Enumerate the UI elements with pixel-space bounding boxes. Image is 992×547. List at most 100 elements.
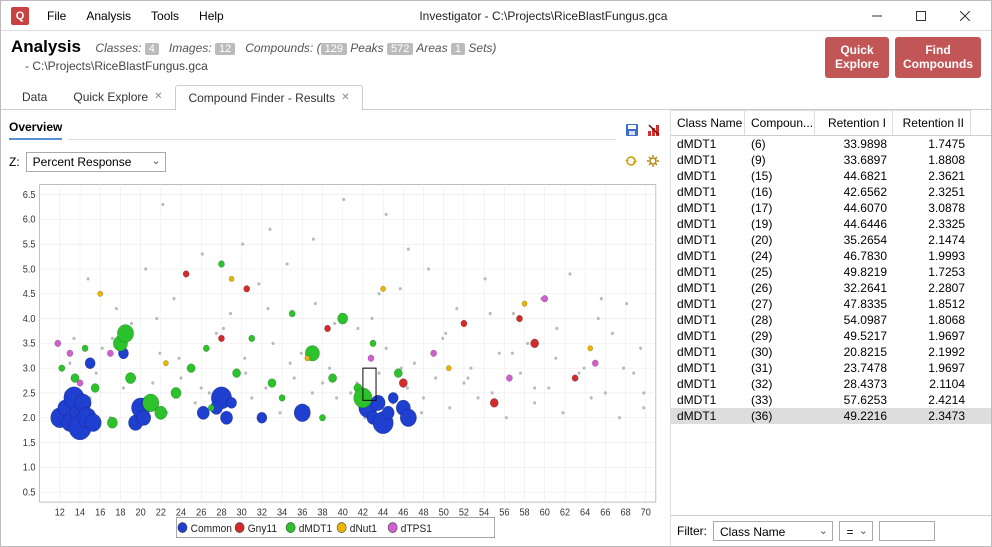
table-row[interactable]: dMDT1(15)44.68212.3621 [671, 168, 991, 184]
table-cell: 44.6821 [815, 168, 893, 184]
table-row[interactable]: dMDT1(32)28.43732.1104 [671, 376, 991, 392]
table-row[interactable]: dMDT1(16)42.65622.3251 [671, 184, 991, 200]
table-cell: (27) [745, 296, 815, 312]
table-cell: 1.9993 [893, 248, 971, 264]
svg-text:1.5: 1.5 [23, 437, 36, 448]
maximize-button[interactable] [899, 1, 943, 30]
table-cell: dMDT1 [671, 184, 745, 200]
table-cell: dMDT1 [671, 280, 745, 296]
table-row[interactable]: dMDT1(9)33.68971.8808 [671, 152, 991, 168]
z-axis-select[interactable]: Percent Response [26, 152, 166, 172]
menu-help[interactable]: Help [191, 5, 232, 27]
table-row[interactable]: dMDT1(24)46.78301.9993 [671, 248, 991, 264]
refresh-icon[interactable] [624, 154, 640, 170]
quick-explore-button[interactable]: Quick Explore [825, 37, 889, 78]
table-cell: (29) [745, 328, 815, 344]
table-row[interactable]: dMDT1(20)35.26542.1474 [671, 232, 991, 248]
table-body[interactable]: dMDT1(6)33.98981.7475dMDT1(9)33.68971.88… [671, 136, 991, 515]
close-icon[interactable]: ✕ [341, 92, 349, 103]
svg-text:6.5: 6.5 [23, 189, 36, 200]
svg-text:3.0: 3.0 [23, 363, 36, 374]
table-row[interactable]: dMDT1(30)20.82152.1992 [671, 344, 991, 360]
svg-text:56: 56 [499, 507, 509, 518]
filter-value-input[interactable] [879, 521, 935, 541]
table-row[interactable]: dMDT1(29)49.52171.9697 [671, 328, 991, 344]
filter-op-select[interactable]: = [839, 521, 873, 541]
svg-text:48: 48 [418, 507, 428, 518]
svg-text:4.5: 4.5 [23, 289, 36, 300]
table-cell: 2.1474 [893, 232, 971, 248]
svg-text:42: 42 [358, 507, 368, 518]
table-cell: (25) [745, 264, 815, 280]
table-cell: (36) [745, 408, 815, 424]
table-row[interactable]: dMDT1(17)44.60703.0878 [671, 200, 991, 216]
table-cell: 3.0878 [893, 200, 971, 216]
menu-analysis[interactable]: Analysis [78, 5, 139, 27]
table-cell: dMDT1 [671, 296, 745, 312]
table-row[interactable]: dMDT1(26)32.26412.2807 [671, 280, 991, 296]
svg-text:64: 64 [580, 507, 591, 518]
table-cell: 46.7830 [815, 248, 893, 264]
svg-text:70: 70 [641, 507, 651, 518]
minimize-button[interactable] [855, 1, 899, 30]
svg-text:24: 24 [176, 507, 187, 518]
table-row[interactable]: dMDT1(33)57.62532.4214 [671, 392, 991, 408]
svg-text:34: 34 [277, 507, 288, 518]
svg-text:30: 30 [237, 507, 247, 518]
table-cell: 20.8215 [815, 344, 893, 360]
table-cell: dMDT1 [671, 248, 745, 264]
filter-field-select[interactable]: Class Name [713, 521, 833, 541]
th-retention1[interactable]: Retention I [815, 110, 893, 135]
table-cell: (9) [745, 152, 815, 168]
table-cell: 1.7475 [893, 136, 971, 152]
svg-text:1.0: 1.0 [23, 462, 36, 473]
table-cell: 49.8219 [815, 264, 893, 280]
overview-tab[interactable]: Overview [9, 120, 62, 140]
right-pane: Class Name Compoun... Retention I Retent… [671, 110, 991, 546]
table-cell: (17) [745, 200, 815, 216]
table-row[interactable]: dMDT1(27)47.83351.8512 [671, 296, 991, 312]
tab-quick-explore[interactable]: Quick Explore✕ [60, 84, 175, 109]
save-icon[interactable] [624, 122, 640, 138]
menu-tools[interactable]: Tools [143, 5, 187, 27]
th-compound[interactable]: Compoun... [745, 110, 815, 135]
table-cell: dMDT1 [671, 232, 745, 248]
close-icon[interactable]: ✕ [154, 91, 162, 102]
table-cell: 32.2641 [815, 280, 893, 296]
tab-compound-finder-results[interactable]: Compound Finder - Results✕ [175, 85, 362, 110]
peaks-count: 572 [387, 43, 413, 55]
meta-areas-label: Areas [416, 41, 447, 55]
th-retention2[interactable]: Retention II [893, 110, 971, 135]
window-title: Investigator - C:\Projects\RiceBlastFung… [232, 9, 855, 23]
tab-data[interactable]: Data [9, 84, 60, 109]
menu-file[interactable]: File [39, 5, 74, 27]
table-row[interactable]: dMDT1(19)44.64462.3325 [671, 216, 991, 232]
table-row[interactable]: dMDT1(6)33.98981.7475 [671, 136, 991, 152]
svg-text:16: 16 [95, 507, 105, 518]
filter-label: Filter: [677, 524, 707, 538]
table-cell: (6) [745, 136, 815, 152]
z-axis-label: Z: [9, 155, 20, 169]
table-header: Class Name Compoun... Retention I Retent… [671, 110, 991, 136]
table-cell: dMDT1 [671, 392, 745, 408]
th-class[interactable]: Class Name [671, 110, 745, 135]
gear-icon[interactable] [646, 154, 662, 170]
table-row[interactable]: dMDT1(25)49.82191.7253 [671, 264, 991, 280]
meta-peaks-label: Peaks [350, 41, 383, 55]
svg-text:36: 36 [297, 507, 307, 518]
svg-text:2.5: 2.5 [23, 388, 36, 399]
table-cell: 49.2216 [815, 408, 893, 424]
find-compounds-button[interactable]: Find Compounds [895, 37, 981, 78]
table-row[interactable]: dMDT1(31)23.74781.9697 [671, 360, 991, 376]
table-row[interactable]: dMDT1(28)54.09871.8068 [671, 312, 991, 328]
svg-text:4.0: 4.0 [23, 313, 36, 324]
close-button[interactable] [943, 1, 987, 30]
table-cell: 57.6253 [815, 392, 893, 408]
main-menu: File Analysis Tools Help [39, 5, 232, 27]
titlebar: Q File Analysis Tools Help Investigator … [1, 1, 991, 31]
table-row[interactable]: dMDT1(36)49.22162.3473 [671, 408, 991, 424]
table-cell: 2.3621 [893, 168, 971, 184]
delete-chart-icon[interactable] [646, 122, 662, 138]
scatter-chart[interactable]: 0.51.01.52.02.53.03.54.04.55.05.56.06.51… [7, 176, 664, 546]
table-cell: 44.6070 [815, 200, 893, 216]
